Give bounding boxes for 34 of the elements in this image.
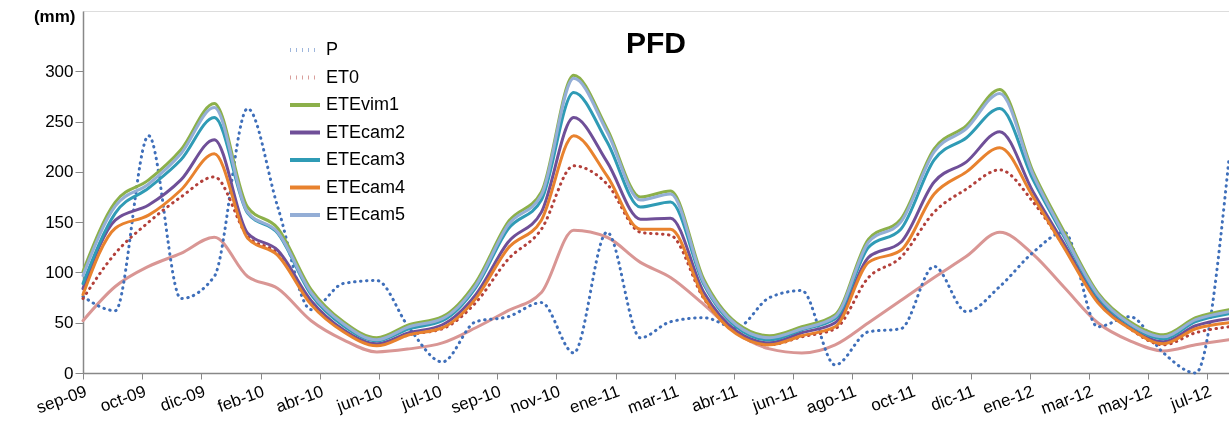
x-tick-label: dic-11 [928, 381, 978, 415]
y-tick-label: 300 [45, 61, 74, 81]
legend-label: ETEcam2 [326, 121, 406, 142]
x-tick-label: nov-10 [507, 381, 563, 418]
x-tick-label: jul-10 [397, 381, 445, 415]
x-tick-label: mar-11 [625, 381, 682, 418]
legend-label: P [326, 39, 339, 59]
x-tick-label: oct-11 [868, 381, 918, 416]
x-tick-label: abr-11 [688, 381, 741, 416]
x-tick-label: oct-09 [97, 381, 149, 416]
x-tick-label: abr-10 [273, 381, 327, 417]
x-tick-label: feb-10 [215, 381, 267, 416]
y-tick-label: 0 [64, 363, 74, 383]
x-tick-label: sep-10 [448, 381, 504, 418]
y-axis-title: (mm) [33, 6, 76, 26]
line-series [81, 228, 1229, 355]
legend-label: ET0 [326, 66, 360, 87]
y-tick-label: 250 [45, 112, 74, 132]
x-tick-label: mar-12 [1038, 381, 1096, 418]
legend-label: ETEvim1 [326, 94, 400, 114]
x-tick-label: jul-12 [1167, 381, 1214, 415]
y-tick-label: 100 [45, 262, 74, 282]
x-tick-label: ene-12 [980, 381, 1037, 418]
y-tick-label: 50 [54, 313, 74, 333]
x-tick-label: sep-09 [33, 381, 90, 418]
y-tick-label: 200 [45, 162, 74, 182]
legend-label: ETEcam5 [326, 204, 406, 224]
legend-label: ETEcam3 [326, 149, 406, 169]
text: PFD [626, 26, 686, 59]
x-tick-label: dic-09 [157, 381, 208, 416]
x-tick-label: ene-11 [566, 381, 622, 418]
y-tick-label: 150 [45, 212, 74, 232]
x-tick-label: ago-11 [803, 381, 859, 418]
legend-label: ETEcam4 [326, 176, 406, 197]
